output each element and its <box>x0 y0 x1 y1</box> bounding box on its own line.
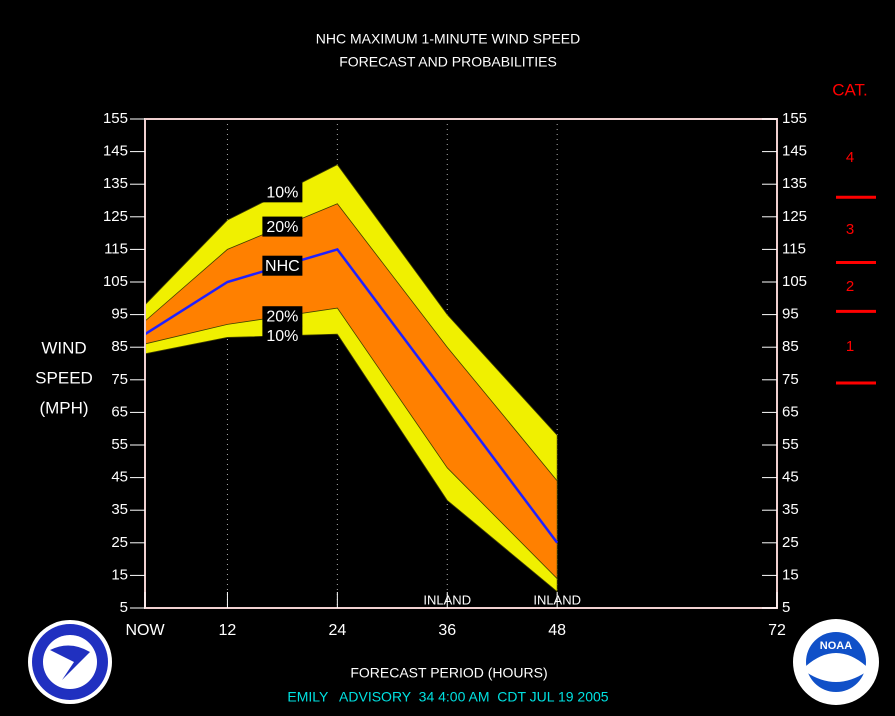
y-tick-label: 95 <box>111 306 128 323</box>
y-tick-label: 35 <box>111 501 128 518</box>
y2-tick-label: 15 <box>782 566 799 583</box>
chart-subtitle: FORECAST AND PROBABILITIES <box>339 54 557 70</box>
y2-tick-label: 145 <box>782 143 807 160</box>
y-tick-label: 5 <box>120 599 128 616</box>
y2-tick-label: 125 <box>782 208 807 225</box>
label-box <box>262 216 303 237</box>
y2-tick-label: 115 <box>782 240 806 257</box>
x-tick-label: 72 <box>768 622 786 639</box>
plot-frame <box>144 118 778 609</box>
category-label: 2 <box>846 278 854 295</box>
series-label: 20% <box>266 308 298 325</box>
category-title: CAT. <box>832 80 868 99</box>
x-tick-label: 24 <box>328 622 346 639</box>
y-axis-label: SPEED <box>35 368 93 387</box>
y2-tick-label: 5 <box>782 599 790 616</box>
y2-tick-label: 135 <box>782 175 807 192</box>
y-tick-label: 55 <box>111 436 128 453</box>
y2-tick-label: 35 <box>782 501 799 518</box>
y-tick-label: 75 <box>111 371 128 388</box>
label-box <box>262 325 303 346</box>
y2-tick-label: 25 <box>782 534 799 551</box>
noaa-text: NOAA <box>820 640 852 652</box>
x-tick-label: 36 <box>438 622 456 639</box>
y-tick-label: 145 <box>103 143 128 160</box>
y-tick-label: 115 <box>104 240 128 257</box>
y-tick-label: 25 <box>111 534 128 551</box>
series-label: 10% <box>266 185 298 202</box>
footer: EMILY ADVISORY 34 4:00 AM CDT JUL 19 200… <box>287 689 608 705</box>
y2-tick-label: 45 <box>782 469 799 486</box>
y2-tick-label: 65 <box>782 403 799 420</box>
chart-title: NHC MAXIMUM 1-MINUTE WIND SPEED <box>316 31 580 47</box>
x-axis-label: FORECAST PERIOD (HOURS) <box>350 665 547 681</box>
label-box <box>262 255 303 276</box>
label-box <box>262 182 303 203</box>
annotation: INLAND <box>423 592 471 607</box>
series-label: NHC <box>265 258 300 275</box>
forecast-line <box>144 247 559 544</box>
category-label: 1 <box>846 338 854 355</box>
category-label: 4 <box>846 149 854 166</box>
y-tick-label: 85 <box>111 338 128 355</box>
y-tick-label: 135 <box>103 175 128 192</box>
y2-tick-label: 95 <box>782 306 799 323</box>
x-tick-label: 12 <box>219 622 237 639</box>
y-axis-label: (MPH) <box>39 398 88 417</box>
x-tick-label: NOW <box>125 622 165 639</box>
y2-tick-label: 85 <box>782 338 799 355</box>
y-axis-label: WIND <box>41 338 86 357</box>
y2-tick-label: 105 <box>782 273 807 290</box>
label-box <box>262 306 303 327</box>
y-tick-label: 155 <box>103 110 128 127</box>
y2-tick-label: 75 <box>782 371 799 388</box>
y-tick-label: 15 <box>111 566 128 583</box>
series-label: 20% <box>266 219 298 236</box>
x-tick-label: 48 <box>548 622 566 639</box>
y-tick-label: 105 <box>103 273 128 290</box>
category-label: 3 <box>846 221 854 238</box>
y2-tick-label: 155 <box>782 110 807 127</box>
y-tick-label: 125 <box>103 208 128 225</box>
y-tick-label: 65 <box>111 403 128 420</box>
y2-tick-label: 55 <box>782 436 799 453</box>
y-tick-label: 45 <box>111 469 128 486</box>
series-label: 10% <box>266 328 298 345</box>
annotation: INLAND <box>533 592 581 607</box>
noaa-logo: NOAA <box>793 619 879 705</box>
nws-logo <box>28 620 112 704</box>
